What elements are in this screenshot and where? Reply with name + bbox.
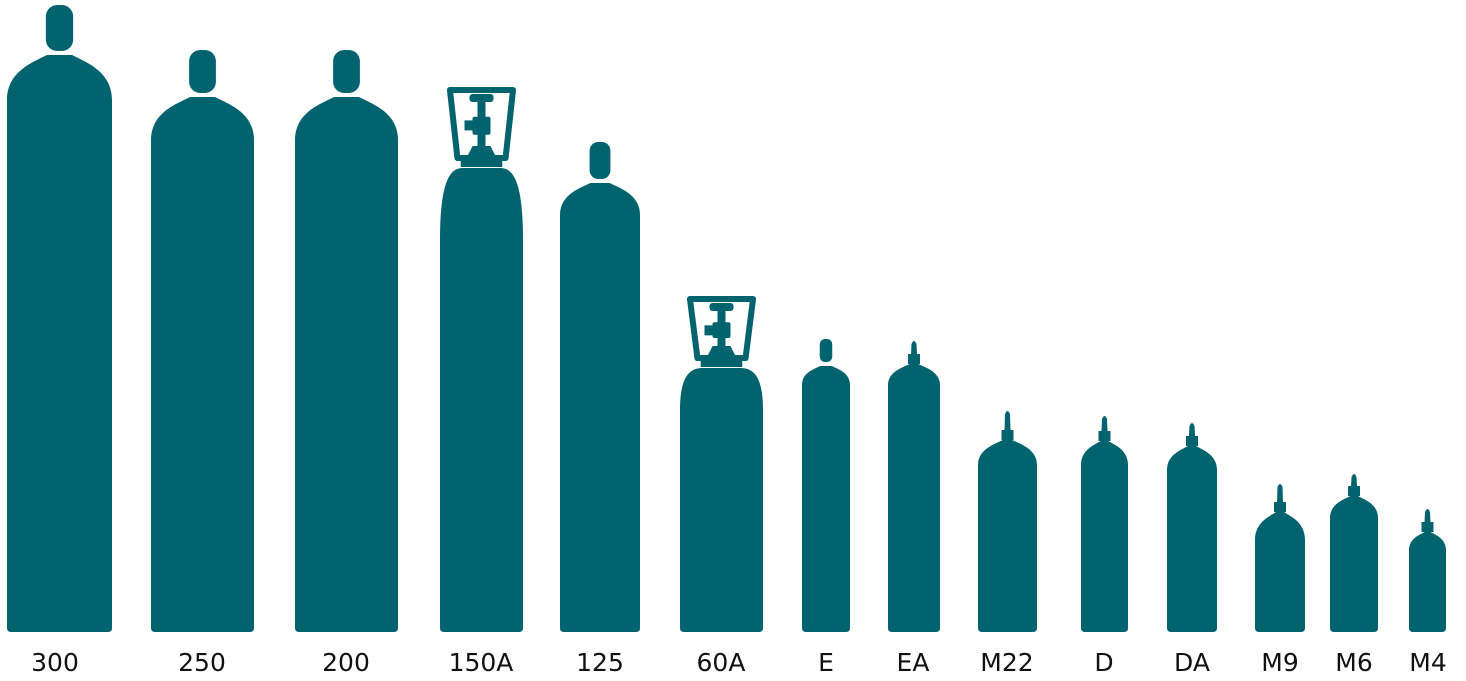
valve-handle [469, 94, 494, 102]
cylinder-body [802, 366, 850, 632]
cylinder-body [295, 97, 398, 632]
cylinder-body [7, 55, 112, 632]
valve-foot [467, 146, 496, 156]
cylinder-valve [1274, 484, 1286, 512]
guard-base [700, 360, 743, 367]
guard-base [460, 160, 503, 167]
cylinder [1409, 509, 1446, 632]
cylinder-valve [1348, 474, 1360, 496]
cylinder-label: D [1094, 648, 1113, 677]
cylinder [978, 411, 1037, 632]
valve-handle [709, 303, 734, 311]
cylinder-label: 60A [697, 648, 746, 677]
cylinder-label: 300 [31, 648, 79, 677]
cylinder-label: 200 [322, 648, 370, 677]
cylinder-valve [1186, 423, 1198, 446]
cylinder-label: M22 [980, 648, 1033, 677]
cylinder-label: M4 [1409, 648, 1446, 677]
cylinder-label: 150A [449, 648, 514, 677]
cylinder [560, 142, 640, 632]
cylinder [7, 5, 112, 632]
cylinder-label: DA [1174, 648, 1210, 677]
cylinder [1330, 474, 1378, 632]
cylinder-label: E [818, 648, 834, 677]
cylinder [1167, 423, 1217, 632]
cylinder [440, 87, 523, 632]
cylinder [1255, 484, 1305, 632]
cylinder-cap [589, 142, 611, 179]
cylinder-valve [1421, 509, 1434, 532]
cylinder-body [888, 364, 940, 632]
valve-guard [686, 296, 757, 361]
cylinder-cap [45, 5, 74, 51]
cylinder-body [1255, 512, 1305, 632]
cylinder-cap [189, 50, 216, 93]
valve-body [712, 322, 731, 338]
cylinder-body [1409, 532, 1446, 632]
cylinder-body [1330, 496, 1378, 632]
cylinder-label: EA [897, 648, 930, 677]
cylinder [295, 50, 398, 632]
valve-outlet [704, 325, 715, 336]
cylinder-body [1081, 441, 1128, 632]
cylinder [680, 296, 763, 632]
cylinder-label: 250 [178, 648, 226, 677]
valve-guard [446, 87, 517, 161]
cylinder-body [440, 168, 523, 632]
cylinder-valve [1001, 411, 1014, 440]
cylinder [1081, 416, 1128, 632]
cylinder-body [680, 368, 763, 632]
valve-body [472, 116, 491, 135]
cylinder [151, 50, 254, 632]
cylinder-body [1167, 446, 1217, 632]
cylinder-valve [1098, 416, 1111, 441]
valve-outlet [464, 120, 475, 131]
cylinder-label: M9 [1261, 648, 1298, 677]
cylinder-label: M6 [1335, 648, 1372, 677]
cylinder-cap [333, 50, 360, 93]
cylinder [888, 341, 940, 632]
cylinder-body [151, 97, 254, 632]
cylinder-body [978, 440, 1037, 632]
cylinder-cap [819, 339, 833, 362]
cylinder-valve [908, 341, 920, 364]
cylinder-label: 125 [576, 648, 624, 677]
cylinder [802, 339, 850, 632]
cylinder-body [560, 183, 640, 632]
valve-foot [707, 346, 736, 356]
